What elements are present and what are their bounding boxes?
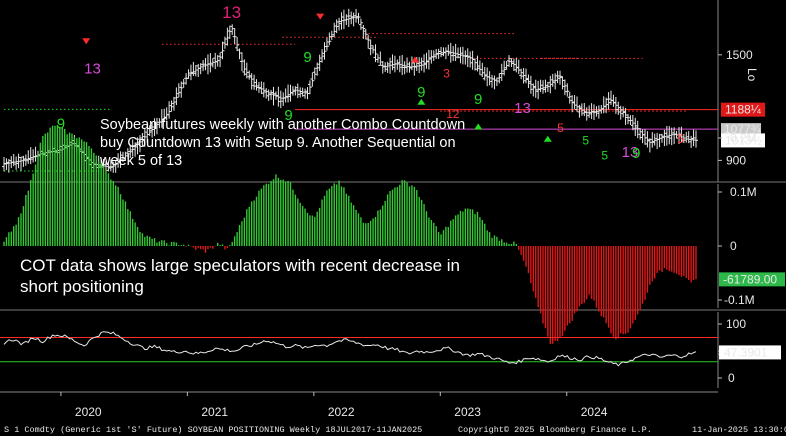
count-label: 9	[57, 116, 65, 133]
count-label: 9	[417, 84, 425, 101]
indicator-tick-label: 100	[726, 317, 746, 331]
indicator-last-label: 47.3901	[724, 345, 768, 359]
level-badge-red	[721, 102, 765, 117]
price-tick-label: 900	[726, 153, 746, 167]
price-tick-label: 1500	[726, 48, 753, 62]
buy-arrow-icon	[474, 123, 483, 130]
x-tick-label: 2023	[454, 405, 481, 419]
sell-arrow-icon	[82, 38, 91, 45]
count-label: 9	[284, 107, 292, 124]
cot-last-label: -61789.00	[723, 272, 777, 286]
level-badge-red-label: 1188¼	[725, 103, 762, 117]
cot-tick-label: 0.1M	[730, 185, 757, 199]
level-badge-purple	[721, 123, 761, 136]
buy-arrow-icon	[417, 98, 426, 105]
count-label: 9	[632, 145, 640, 162]
cot-annotation: COT data shows large speculators with re…	[20, 256, 460, 296]
axis-vertical-label: Lo	[745, 68, 759, 82]
count-label: 5	[601, 149, 608, 163]
annotation-line: short positioning	[20, 277, 144, 296]
annotation-line: COT data shows large speculators with re…	[20, 256, 460, 275]
cot-tick-label: -0.1M	[724, 293, 755, 307]
annotation-line: week 5 of 13	[99, 153, 182, 169]
count-label: 9	[474, 91, 482, 108]
count-label: 13	[622, 144, 639, 161]
indicator-panel: 10050047.3901	[0, 312, 781, 388]
footer-right: 11-Jan-2025 13:30:08	[692, 425, 786, 435]
count-label: 13	[84, 60, 101, 77]
count-label: 13	[222, 3, 241, 22]
count-label: 5	[557, 121, 564, 135]
cot-last-badge	[719, 272, 785, 287]
annotation-line: buy Countdown 13 with Setup 9. Another S…	[100, 135, 456, 151]
x-tick-label: 2021	[201, 405, 228, 419]
x-tick-label: 2022	[328, 405, 355, 419]
count-label: 12	[446, 107, 460, 121]
count-label: 5	[677, 132, 684, 146]
last-price-badge	[721, 133, 765, 148]
last-price-label: 1013½	[725, 133, 762, 147]
count-label: 5	[582, 134, 589, 148]
footer-center: Copyright© 2025 Bloomberg Finance L.P.	[458, 425, 652, 435]
count-label: 9	[303, 49, 311, 66]
count-label: 3	[443, 67, 450, 81]
price-annotation: Soybean futures weekly with another Comb…	[99, 117, 465, 169]
buy-arrow-icon	[410, 56, 419, 63]
cot-tick-label: 0.2M	[730, 131, 757, 145]
level-badge-purple-label: 1077¾	[724, 122, 762, 136]
footer-left: S 1 Comdty (Generic 1st 'S' Future) SOYB…	[4, 425, 422, 435]
x-tick-label: 2024	[581, 405, 608, 419]
indicator-last-badge	[719, 345, 781, 360]
cot-tick-label: 0	[730, 239, 737, 253]
annotation-line: Soybean futures weekly with another Comb…	[100, 117, 465, 133]
x-axis: 2020 2021 2022 2023 2024	[0, 391, 718, 419]
indicator-tick-label: 0	[728, 371, 735, 385]
indicator-line	[3, 331, 697, 367]
sell-arrow-icon	[316, 13, 325, 20]
x-tick-label: 2020	[75, 405, 102, 419]
count-label: 13	[514, 100, 531, 117]
buy-arrow-icon	[543, 135, 552, 142]
